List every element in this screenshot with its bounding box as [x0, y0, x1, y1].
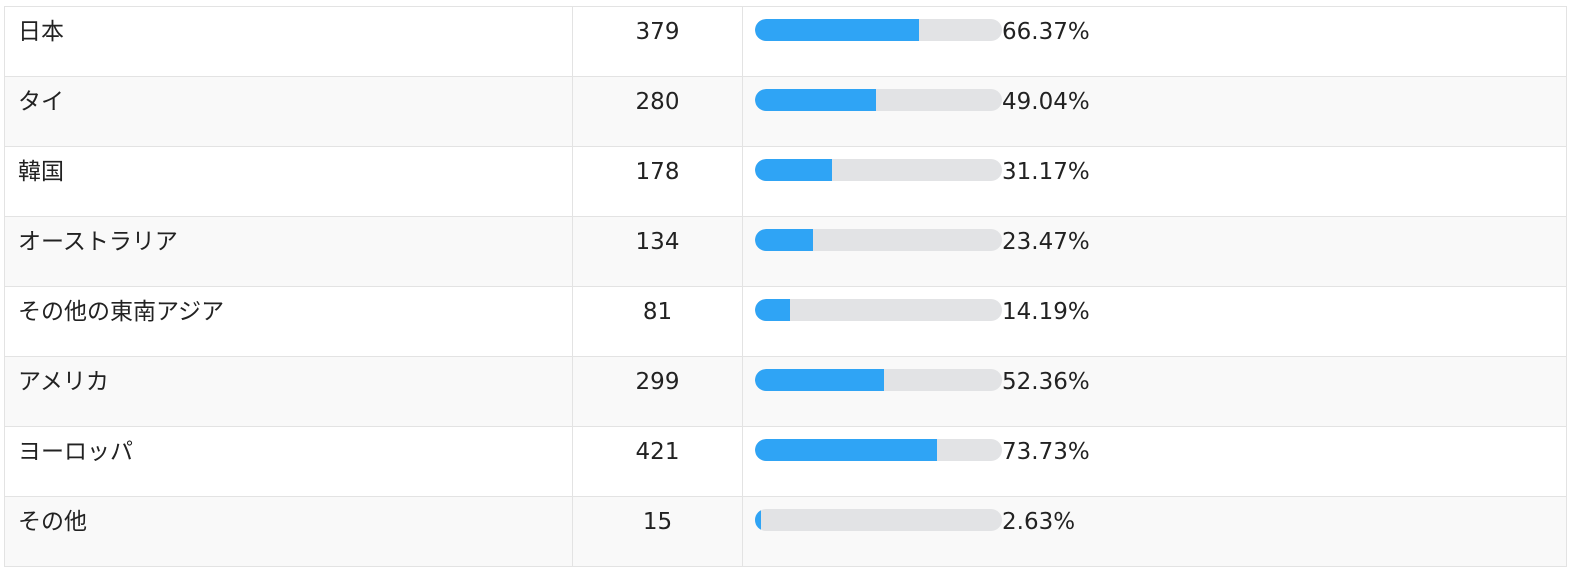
progress-bar-track — [755, 229, 1002, 251]
progress-bar-track — [755, 19, 1002, 41]
row-count: 81 — [573, 287, 743, 356]
table-row: 日本 379 66.37% — [5, 7, 1566, 77]
progress-bar-track — [755, 369, 1002, 391]
progress-bar-fill — [755, 229, 813, 251]
percent-label: 14.19% — [1002, 299, 1090, 325]
progress-bar-track — [755, 89, 1002, 111]
table-row: アメリカ 299 52.36% — [5, 357, 1566, 427]
row-ratio: 31.17% — [743, 147, 1566, 216]
row-ratio: 23.47% — [743, 217, 1566, 286]
table-row: その他の東南アジア 81 14.19% — [5, 287, 1566, 357]
row-count: 134 — [573, 217, 743, 286]
progress-bar-track — [755, 509, 1002, 531]
percent-label: 52.36% — [1002, 369, 1090, 395]
progress-bar-fill — [755, 509, 762, 531]
row-label: 韓国 — [5, 147, 573, 216]
progress-bar-fill — [755, 439, 938, 461]
progress-bar-track — [755, 299, 1002, 321]
row-count: 379 — [573, 7, 743, 76]
row-ratio: 14.19% — [743, 287, 1566, 356]
row-label: その他 — [5, 497, 573, 566]
progress-bar-fill — [755, 369, 885, 391]
row-ratio: 52.36% — [743, 357, 1566, 426]
percent-label: 31.17% — [1002, 159, 1090, 185]
row-label: オーストラリア — [5, 217, 573, 286]
row-count: 15 — [573, 497, 743, 566]
percent-label: 49.04% — [1002, 89, 1090, 115]
row-ratio: 2.63% — [743, 497, 1566, 566]
percent-label: 2.63% — [1002, 509, 1076, 535]
table-row: タイ 280 49.04% — [5, 77, 1566, 147]
progress-bar-track — [755, 159, 1002, 181]
row-label: その他の東南アジア — [5, 287, 573, 356]
progress-bar-fill — [755, 159, 832, 181]
percent-label: 73.73% — [1002, 439, 1090, 465]
table-row: ヨーロッパ 421 73.73% — [5, 427, 1566, 497]
row-ratio: 66.37% — [743, 7, 1566, 76]
row-label: タイ — [5, 77, 573, 146]
row-label: ヨーロッパ — [5, 427, 573, 496]
results-table: 日本 379 66.37% タイ 280 49.04% 韓国 178 31.17… — [4, 6, 1567, 567]
row-label: 日本 — [5, 7, 573, 76]
progress-bar-fill — [755, 89, 877, 111]
progress-bar-fill — [755, 299, 791, 321]
table-row: その他 15 2.63% — [5, 497, 1566, 567]
percent-label: 66.37% — [1002, 19, 1090, 45]
table-row: オーストラリア 134 23.47% — [5, 217, 1566, 287]
table-row: 韓国 178 31.17% — [5, 147, 1566, 217]
row-ratio: 73.73% — [743, 427, 1566, 496]
row-count: 299 — [573, 357, 743, 426]
percent-label: 23.47% — [1002, 229, 1090, 255]
progress-bar-fill — [755, 19, 919, 41]
row-label: アメリカ — [5, 357, 573, 426]
row-count: 178 — [573, 147, 743, 216]
row-count: 280 — [573, 77, 743, 146]
row-ratio: 49.04% — [743, 77, 1566, 146]
row-count: 421 — [573, 427, 743, 496]
progress-bar-track — [755, 439, 1002, 461]
